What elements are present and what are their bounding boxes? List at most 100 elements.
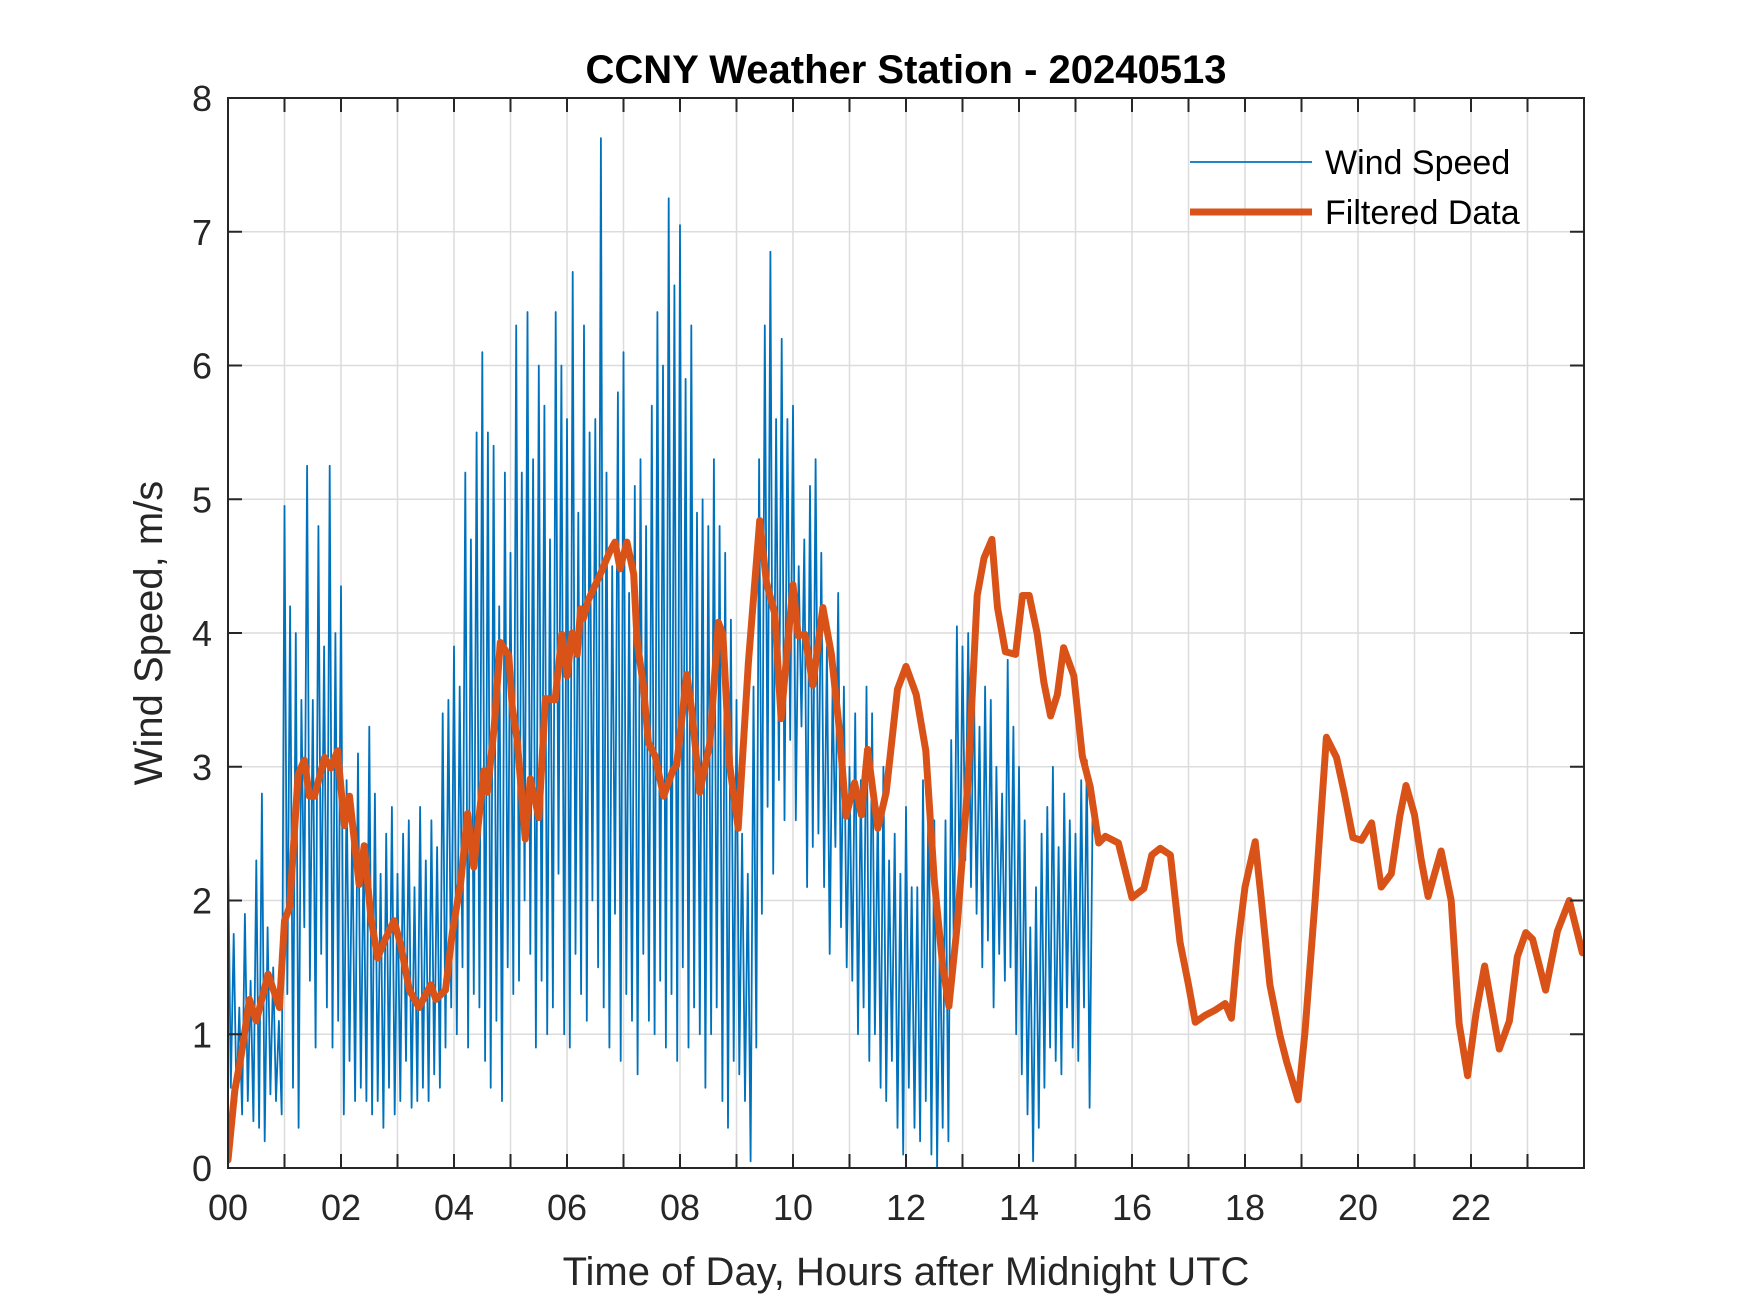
- filtered-data-point: [452, 932, 453, 933]
- filtered-data-point: [580, 608, 581, 609]
- filtered-data-point: [268, 974, 269, 975]
- y-tick-label: 5: [192, 479, 212, 520]
- filtered-data-point: [699, 792, 700, 793]
- filtered-data-point: [1298, 1099, 1299, 1100]
- x-tick-label: 02: [321, 1187, 361, 1228]
- filtered-data-point: [967, 786, 968, 787]
- filtered-data-point: [709, 742, 710, 743]
- filtered-data-point: [1569, 900, 1570, 901]
- filtered-data-point: [1476, 1012, 1477, 1013]
- filtered-data-point: [1557, 931, 1558, 932]
- filtered-data-point: [289, 907, 290, 908]
- filtered-data-point: [1361, 840, 1362, 841]
- filtered-data-point: [609, 551, 610, 552]
- filtered-data-point: [567, 675, 568, 676]
- filtered-data-point: [435, 999, 436, 1000]
- filtered-data-point: [1286, 1062, 1287, 1063]
- filtered-data-point: [500, 642, 501, 643]
- filtered-data-point: [1532, 939, 1533, 940]
- filtered-data-point: [729, 765, 730, 766]
- filtered-data-point: [1326, 737, 1327, 738]
- filtered-data-point: [1371, 822, 1372, 823]
- filtered-data-point: [1143, 888, 1144, 889]
- filtered-data-point: [925, 750, 926, 751]
- filtered-data-point: [583, 618, 584, 619]
- x-tick-labels: 00 02 04 06 08 10 12 14 16 18 20 22: [208, 1187, 1491, 1228]
- filtered-data-point: [655, 756, 656, 757]
- filtered-data-point: [854, 782, 855, 783]
- y-axis-label: Wind Speed, m/s: [127, 481, 171, 786]
- filtered-data-point: [934, 880, 935, 881]
- filtered-data-point: [1582, 952, 1583, 953]
- filtered-data-point: [620, 568, 621, 569]
- filtered-data-point: [1050, 715, 1051, 716]
- filtered-data-point: [344, 825, 345, 826]
- filtered-data-point: [1245, 887, 1246, 888]
- legend-label-wind-speed: Wind Speed: [1325, 144, 1510, 182]
- filtered-data-point: [867, 749, 868, 750]
- filtered-data-point: [1037, 633, 1038, 634]
- filtered-data-point: [279, 1007, 280, 1008]
- filtered-data-point: [977, 595, 978, 596]
- filtered-data-point: [364, 845, 365, 846]
- filtered-data-point: [877, 828, 878, 829]
- filtered-data-point: [418, 1007, 419, 1008]
- filtered-data-point: [1015, 654, 1016, 655]
- y-tick-label: 6: [192, 346, 212, 387]
- filtered-data-point: [304, 760, 305, 761]
- filtered-data-point: [846, 816, 847, 817]
- filtered-data-point: [916, 694, 917, 695]
- filtered-data-point: [1336, 757, 1337, 758]
- filtered-data-point: [473, 867, 474, 868]
- filtered-data-point: [1188, 984, 1189, 985]
- filtered-data-point: [831, 654, 832, 655]
- filtered-data-point: [1391, 873, 1392, 874]
- filtered-data-point: [1225, 1003, 1226, 1004]
- filtered-data-point: [942, 966, 943, 967]
- filtered-data-point: [1098, 842, 1099, 843]
- filtered-data-point: [798, 635, 799, 636]
- filtered-data-point: [324, 757, 325, 758]
- filtered-data-point: [861, 814, 862, 815]
- filtered-data-point: [812, 685, 813, 686]
- filtered-data-point: [600, 572, 601, 573]
- filtered-data-point: [793, 584, 794, 585]
- filtered-data-point: [234, 1090, 235, 1091]
- filtered-data-point: [906, 666, 907, 667]
- filtered-data-point: [483, 770, 484, 771]
- filtered-data-point: [1414, 814, 1415, 815]
- filtered-data-point: [1105, 836, 1106, 837]
- filtered-data-point: [1132, 897, 1133, 898]
- filtered-data-point: [1509, 1020, 1510, 1021]
- filtered-data-point: [759, 520, 760, 521]
- filtered-data-point: [1238, 941, 1239, 942]
- filtered-data-point: [400, 945, 401, 946]
- filtered-data-point: [1315, 900, 1316, 901]
- filtered-data-point: [1118, 842, 1119, 843]
- filtered-data-point: [822, 607, 823, 608]
- filtered-data-point: [1255, 841, 1256, 842]
- filtered-data-point: [1467, 1075, 1468, 1076]
- filtered-data-point: [1170, 855, 1171, 856]
- filtered-data-point: [517, 741, 518, 742]
- filtered-data-point: [839, 729, 840, 730]
- y-tick-label: 7: [192, 212, 212, 253]
- filtered-data-point: [676, 765, 677, 766]
- filtered-data-point: [1344, 793, 1345, 794]
- x-axis-label: Time of Day, Hours after Midnight UTC: [563, 1250, 1250, 1294]
- filtered-data-point: [314, 796, 315, 797]
- filtered-data-point: [256, 1020, 257, 1021]
- filtered-data-point: [643, 685, 644, 686]
- filtered-data-point: [577, 654, 578, 655]
- filtered-data-point: [663, 796, 664, 797]
- filtered-data-point: [1352, 837, 1353, 838]
- filtered-data-point: [774, 614, 775, 615]
- filtered-data-point: [738, 828, 739, 829]
- filtered-data-point: [545, 698, 546, 699]
- filtered-data-point: [1180, 941, 1181, 942]
- y-tick-label: 3: [192, 747, 212, 788]
- filtered-data-point: [467, 813, 468, 814]
- filtered-data-point: [1005, 651, 1006, 652]
- x-tick-label: 04: [434, 1187, 474, 1228]
